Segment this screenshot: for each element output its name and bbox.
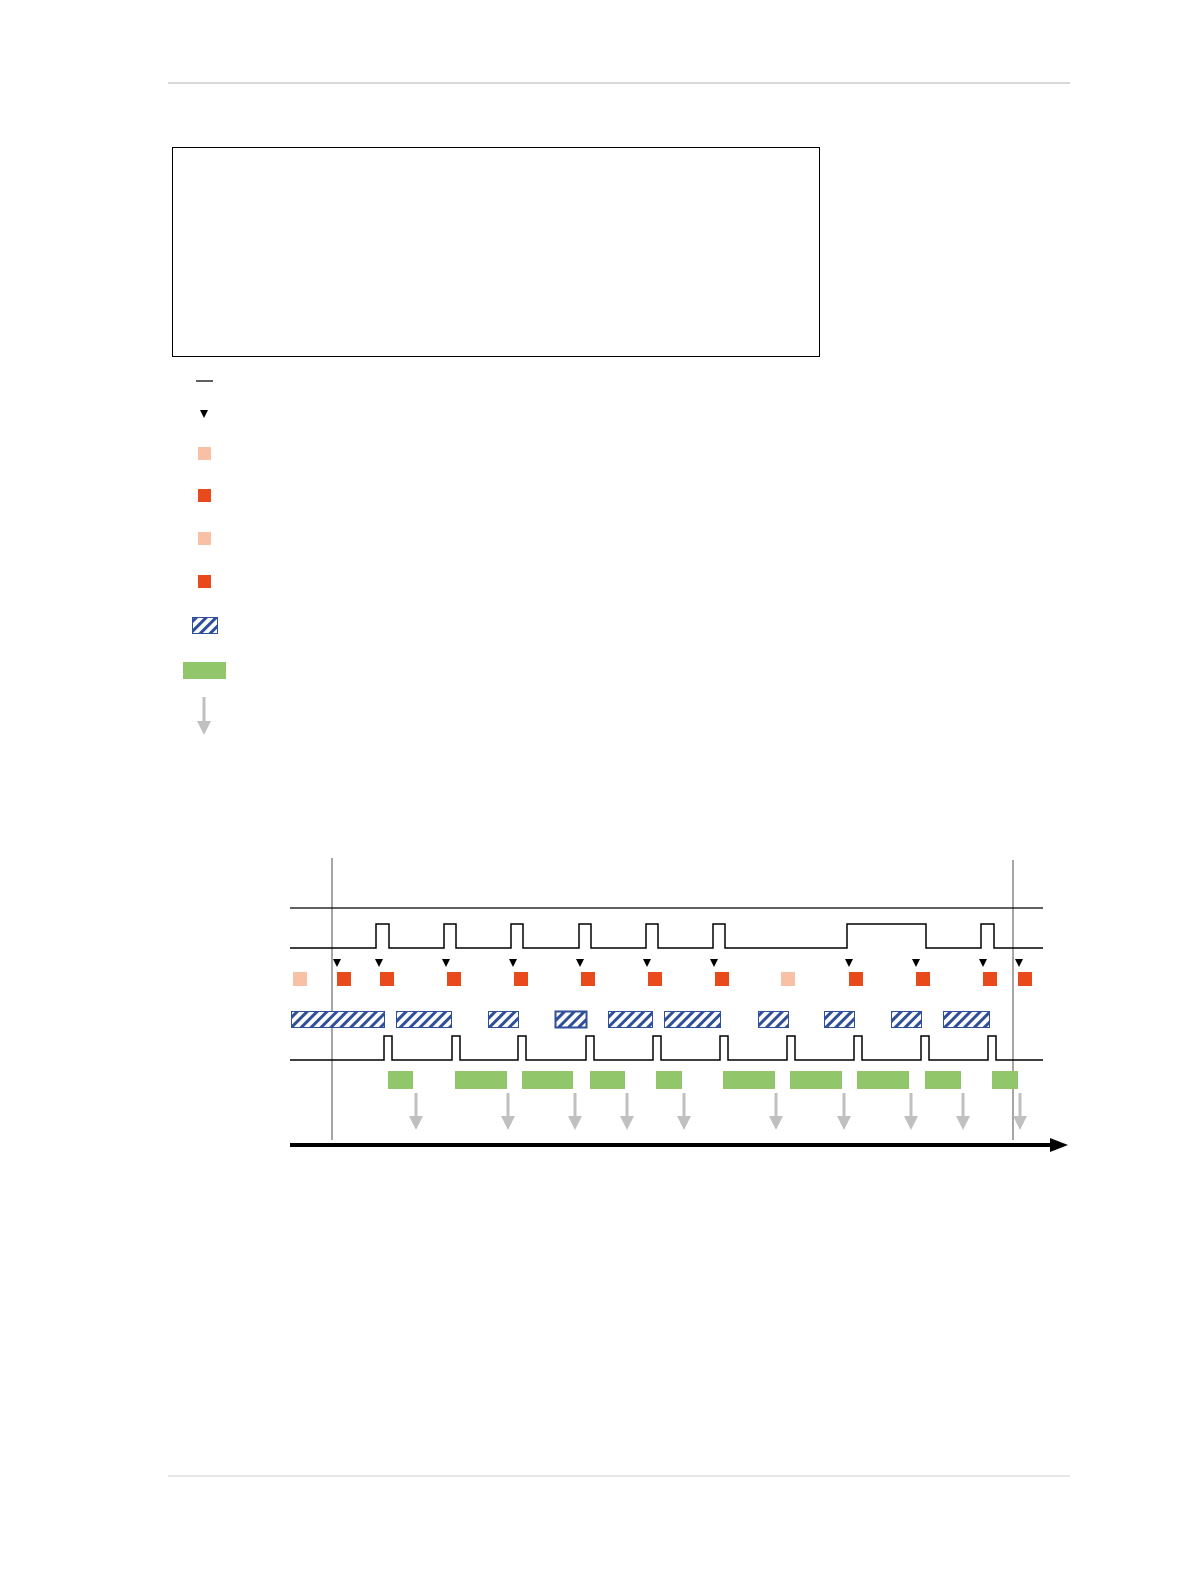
hatched-block xyxy=(396,1011,452,1028)
light-square-icon xyxy=(293,972,307,986)
trigger-triangle-icon xyxy=(200,410,208,418)
red-square-icon xyxy=(983,972,997,986)
down-arrow-icon xyxy=(837,1116,851,1130)
hatched-block xyxy=(608,1011,653,1028)
trigger-triangle-icon xyxy=(509,959,517,967)
hatched-block xyxy=(488,1011,519,1028)
red-square-icon xyxy=(380,972,394,986)
green-block-icon xyxy=(183,662,226,679)
red-square-icon xyxy=(1018,972,1032,986)
light-square-icon xyxy=(198,447,211,460)
hatched-block-icon xyxy=(192,617,218,634)
trigger-triangle-icon xyxy=(333,959,341,967)
trigger-triangle-icon xyxy=(576,959,584,967)
time-axis-arrowhead-icon xyxy=(1050,1138,1068,1152)
pulse-signal-2 xyxy=(290,1035,1043,1061)
light-square-icon xyxy=(781,972,795,986)
hatched-block xyxy=(943,1011,990,1028)
trigger-triangle-icon xyxy=(643,959,651,967)
red-square-icon xyxy=(447,972,461,986)
green-block xyxy=(992,1071,1018,1089)
legend xyxy=(183,380,226,735)
red-square-icon xyxy=(581,972,595,986)
down-arrow-icon xyxy=(568,1116,582,1130)
timing-diagram xyxy=(290,858,1068,1152)
trigger-triangle-icon xyxy=(1015,959,1023,967)
green-block xyxy=(790,1071,842,1089)
hatched-block xyxy=(664,1011,721,1028)
red-square-icon xyxy=(715,972,729,986)
hatched-block xyxy=(891,1011,922,1028)
green-block xyxy=(522,1071,573,1089)
green-block xyxy=(925,1071,961,1089)
red-square-icon xyxy=(849,972,863,986)
down-arrow-icon xyxy=(1013,1116,1027,1130)
red-square-icon xyxy=(198,489,211,502)
down-arrow-icon xyxy=(904,1116,918,1130)
trigger-triangle-icon xyxy=(912,959,920,967)
down-arrow-icon xyxy=(620,1116,634,1130)
down-arrow-icon xyxy=(409,1116,423,1130)
green-block xyxy=(388,1071,413,1089)
trigger-triangle-icon xyxy=(710,959,718,967)
hatched-block xyxy=(758,1011,789,1028)
down-arrow-icon xyxy=(677,1116,691,1130)
down-arrow-icon xyxy=(769,1116,783,1130)
red-square-icon xyxy=(514,972,528,986)
down-arrow-icon xyxy=(501,1116,515,1130)
hatched-block xyxy=(291,1011,385,1028)
green-block xyxy=(723,1071,775,1089)
green-block xyxy=(857,1071,909,1089)
green-block xyxy=(656,1071,682,1089)
red-square-icon xyxy=(916,972,930,986)
trigger-triangle-icon xyxy=(979,959,987,967)
red-square-icon xyxy=(337,972,351,986)
red-square-icon xyxy=(198,575,211,588)
light-square-icon xyxy=(198,532,211,545)
red-square-icon xyxy=(648,972,662,986)
empty-frame-box xyxy=(172,147,820,357)
down-arrow-icon xyxy=(956,1116,970,1130)
trigger-triangle-icon xyxy=(442,959,450,967)
hatched-block xyxy=(824,1011,855,1028)
hatched-block xyxy=(554,1010,588,1029)
green-block xyxy=(455,1071,507,1089)
down-arrow-icon xyxy=(197,721,211,735)
green-block xyxy=(590,1071,625,1089)
trigger-triangle-icon xyxy=(845,959,853,967)
pulse-signal-1 xyxy=(290,923,1043,949)
trigger-triangle-icon xyxy=(375,959,383,967)
